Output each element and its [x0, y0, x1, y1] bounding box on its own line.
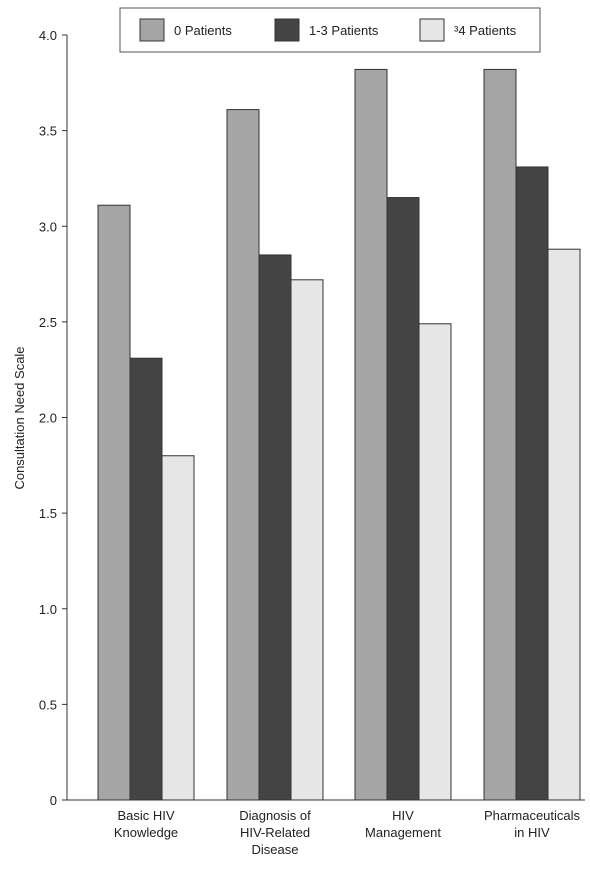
legend-label: 0 Patients — [174, 23, 232, 38]
x-tick-label: HIV-Related — [240, 825, 310, 840]
x-tick-label: Disease — [252, 842, 299, 857]
y-tick-label: 1.0 — [39, 602, 57, 617]
x-tick-label: Knowledge — [114, 825, 178, 840]
y-tick-label: 3.5 — [39, 124, 57, 139]
legend-label: ³4 Patients — [454, 23, 517, 38]
legend-swatch — [419, 18, 445, 42]
bar — [515, 166, 549, 801]
y-axis-label: Consultation Need Scale — [12, 346, 27, 489]
bar — [258, 254, 292, 801]
x-tick-label: Management — [365, 825, 441, 840]
bar — [129, 357, 163, 801]
bar — [354, 68, 388, 801]
bar — [418, 323, 452, 801]
y-tick-label: 0.5 — [39, 697, 57, 712]
y-tick-label: 4.0 — [39, 28, 57, 43]
bars — [97, 68, 581, 801]
legend-swatch — [274, 18, 300, 42]
bar — [290, 279, 324, 801]
x-tick-label: Basic HIV — [117, 808, 174, 823]
bar — [386, 197, 420, 801]
bar — [483, 68, 517, 801]
y-tick-label: 2.0 — [39, 411, 57, 426]
x-tick-label: Diagnosis of — [239, 808, 311, 823]
x-tick-label: Pharmaceuticals — [484, 808, 581, 823]
y-tick-label: 0 — [50, 793, 57, 808]
legend-label: 1-3 Patients — [309, 23, 379, 38]
legend-box — [119, 7, 541, 53]
y-tick-label: 2.5 — [39, 315, 57, 330]
legend: 0 Patients 1-3 Patients ³4 Patients — [119, 7, 541, 53]
bar — [161, 455, 195, 801]
y-tick-label: 3.0 — [39, 219, 57, 234]
x-tick-label: in HIV — [514, 825, 550, 840]
legend-swatch — [139, 18, 165, 42]
bar — [547, 248, 581, 801]
x-tick-label: HIV — [392, 808, 414, 823]
x-labels: Basic HIV Knowledge Diagnosis of HIV-Relate… — [114, 808, 581, 857]
bar — [226, 109, 260, 801]
bar — [97, 204, 131, 801]
y-tick-label: 1.5 — [39, 506, 57, 521]
y-ticks: 0 0.5 1.0 1.5 2.0 2.5 3.0 3.5 4.0 — [39, 28, 67, 808]
